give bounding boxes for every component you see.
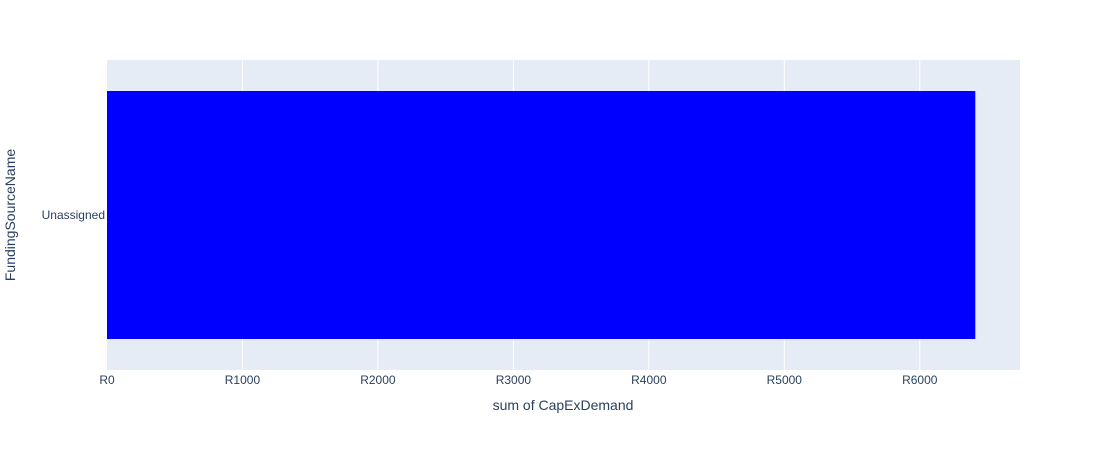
- bars: [107, 91, 976, 339]
- x-axis-title: sum of CapExDemand: [493, 397, 634, 413]
- x-tick-label: R5000: [767, 373, 803, 387]
- x-tick-label: R3000: [496, 373, 532, 387]
- y-axis-title: FundingSourceName: [2, 149, 18, 282]
- x-tick-label: R6000: [902, 373, 938, 387]
- x-axis-ticks: R0 R1000 R2000 R3000 R4000 R5000 R6000: [99, 373, 937, 387]
- x-tick-label: R1000: [225, 373, 261, 387]
- bar[interactable]: [107, 91, 976, 339]
- y-tick-label: Unassigned: [42, 208, 105, 222]
- x-tick-label: R0: [99, 373, 115, 387]
- x-tick-label: R4000: [631, 373, 667, 387]
- y-axis-ticks: Unassigned: [42, 208, 105, 222]
- x-tick-label: R2000: [360, 373, 396, 387]
